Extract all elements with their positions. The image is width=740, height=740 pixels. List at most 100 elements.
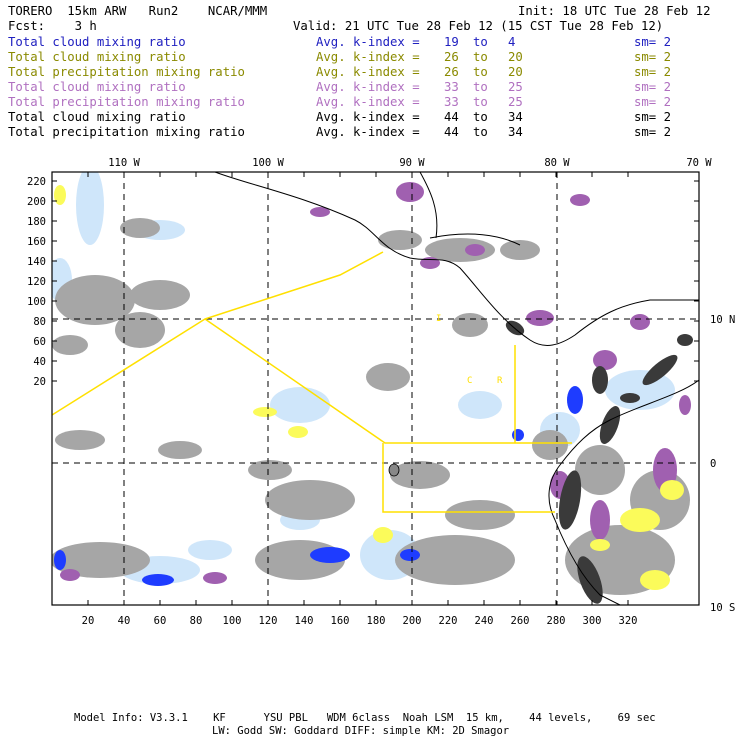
legend-to: to: [473, 125, 488, 139]
legend-kindex-high: 26: [444, 65, 459, 79]
precip-area-yellow: [253, 407, 277, 417]
cloud-area-light: [188, 540, 232, 560]
precip-area-yellow: [288, 426, 308, 438]
y-tick-label: 160: [27, 236, 46, 248]
cloud-area-gray: [378, 230, 422, 250]
legend-kindex-low: 20: [508, 65, 523, 79]
x-tick-label: 180: [367, 615, 386, 627]
x-tick-label: 60: [154, 615, 167, 627]
legend-field: Total precipitation mixing ratio: [8, 125, 245, 139]
cloud-area-purple: [60, 569, 80, 581]
legend-field: Total cloud mixing ratio: [8, 50, 186, 64]
domain-outline: [382, 443, 555, 513]
cloud-area-light: [458, 391, 502, 419]
cloud-area-gray: [366, 363, 410, 391]
x-tick-label: 100: [223, 615, 242, 627]
cloud-area-gray: [452, 313, 488, 337]
x-tick-label: 120: [259, 615, 278, 627]
cloud-area-gray: [532, 430, 568, 460]
precip-area-yellow: [373, 527, 393, 543]
domain-outline: [204, 251, 384, 320]
legend-smoothing: sm= 2: [634, 65, 672, 79]
y-tick-label: 180: [27, 216, 46, 228]
precip-area-dark: [642, 354, 678, 386]
legend-field: Total cloud mixing ratio: [8, 80, 186, 94]
lon-label: 100 W: [252, 157, 284, 169]
cloud-area-purple: [630, 314, 650, 330]
legend-to: to: [473, 110, 488, 124]
cloud-area-gray: [158, 441, 202, 459]
x-tick-label: 140: [295, 615, 314, 627]
cloud-area-purple: [465, 244, 485, 256]
y-tick-label: 140: [27, 256, 46, 268]
x-tick-label: 240: [475, 615, 494, 627]
legend-kindex-high: 26: [444, 50, 459, 64]
cloud-area-gray: [248, 460, 292, 480]
map-layers: [52, 172, 699, 605]
model-info: Model Info: V3.3.1 KF YSU PBL WDM 6class…: [74, 712, 656, 724]
legend-kindex-low: 25: [508, 80, 523, 94]
legend-to: to: [473, 80, 488, 94]
legend-smoothing: sm= 2: [634, 110, 672, 124]
cloud-area-gray: [120, 218, 160, 238]
cloud-area-purple: [420, 257, 440, 269]
cloud-area-purple: [310, 207, 330, 217]
precip-area-yellow: [54, 185, 66, 205]
coastline: [214, 172, 699, 605]
y-tick-label: 220: [27, 176, 46, 188]
legend-kindex-low: 34: [508, 110, 523, 124]
x-tick-label: 260: [511, 615, 530, 627]
cloud-area-gray: [390, 461, 450, 489]
x-tick-label: 220: [439, 615, 458, 627]
cloud-area-purple: [593, 350, 617, 370]
legend-kindex-low: 20: [508, 50, 523, 64]
cloud-area-gray: [575, 445, 625, 495]
precip-area-yellow: [640, 570, 670, 590]
legend-field: Total precipitation mixing ratio: [8, 65, 245, 79]
x-tick-label: 280: [547, 615, 566, 627]
precip-area-dark: [677, 334, 693, 346]
cloud-area-light: [76, 172, 104, 245]
legend-smoothing: sm= 2: [634, 125, 672, 139]
cloud-area-light: [270, 387, 330, 423]
cloud-area-gray: [52, 335, 88, 355]
legend-kindex-high: 44: [444, 110, 459, 124]
y-tick-label: 80: [33, 316, 46, 328]
legend-smoothing: sm= 2: [634, 80, 672, 94]
cloud-area-purple: [396, 182, 424, 202]
precip-area-blue: [400, 549, 420, 561]
precip-area-blue: [54, 550, 66, 570]
init-time: Init: 18 UTC Tue 28 Feb 12: [518, 4, 711, 18]
legend-kindex-low: 4: [508, 35, 516, 49]
legend-smoothing: sm= 2: [634, 35, 672, 49]
legend-kindex: Avg. k-index =: [316, 65, 428, 79]
station-label: I: [436, 314, 441, 324]
cloud-area-gray: [265, 480, 355, 520]
cloud-area-purple: [679, 395, 691, 415]
cloud-area-gray: [395, 535, 515, 585]
cloud-area-gray: [52, 542, 150, 578]
legend-to: to: [473, 35, 488, 49]
y-tick-label: 20: [33, 376, 46, 388]
x-tick-label: 40: [118, 615, 131, 627]
precip-area-blue: [512, 429, 524, 441]
legend-kindex: Avg. k-index =: [316, 125, 428, 139]
cloud-area-purple: [203, 572, 227, 584]
legend-to: to: [473, 50, 488, 64]
legend-kindex: Avg. k-index =: [316, 95, 428, 109]
domain-outline: [51, 318, 572, 444]
legend-kindex-high: 44: [444, 125, 459, 139]
cloud-area-gray: [130, 280, 190, 310]
legend-field: Total cloud mixing ratio: [8, 35, 186, 49]
precip-area-blue: [567, 386, 583, 414]
legend-kindex: Avg. k-index =: [316, 50, 428, 64]
galapagos-islands: [388, 463, 400, 477]
cloud-area-gray: [115, 312, 165, 348]
precip-area-blue: [310, 547, 350, 563]
lon-label: 110 W: [108, 157, 140, 169]
legend-field: Total cloud mixing ratio: [8, 110, 186, 124]
y-tick-label: 100: [27, 296, 46, 308]
lon-label: 70 W: [686, 157, 712, 169]
legend-kindex-high: 33: [444, 80, 459, 94]
legend-kindex: Avg. k-index =: [316, 80, 428, 94]
